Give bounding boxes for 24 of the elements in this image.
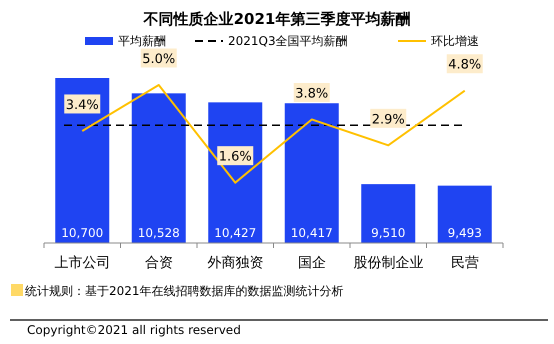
x-tick-label: 上市公司 bbox=[54, 255, 110, 271]
data-label: 1.6% bbox=[218, 150, 252, 165]
data-label: 10,700 bbox=[61, 226, 104, 240]
x-tick-label: 股份制企业 bbox=[353, 255, 424, 271]
x-tick-label: 国企 bbox=[298, 255, 326, 271]
data-label: 10,417 bbox=[290, 226, 333, 240]
data-label: 4.8% bbox=[448, 58, 482, 73]
data-label: 3.4% bbox=[66, 98, 99, 113]
x-tick-label: 合资 bbox=[144, 255, 173, 271]
data-label: 5.0% bbox=[142, 52, 176, 67]
data-label: 2.9% bbox=[372, 112, 405, 128]
data-label: 10,528 bbox=[138, 226, 180, 240]
text: Copyright©2021 all rights reserved bbox=[27, 323, 241, 337]
data-label: 10,427 bbox=[214, 226, 256, 240]
data-label: 3.8% bbox=[295, 86, 328, 102]
legend-label: 环比增速 bbox=[431, 34, 479, 48]
data-label: 9,510 bbox=[371, 226, 406, 240]
data-label: 9,493 bbox=[448, 226, 482, 240]
text: 统计规则：基于2021年在线招聘数据库的数据监测统计分析 bbox=[25, 284, 344, 298]
x-tick-label: 民营 bbox=[450, 255, 479, 271]
legend-label: 2021Q3全国平均薪酬 bbox=[228, 34, 348, 48]
legend-label: 平均薪酬 bbox=[118, 34, 166, 48]
x-tick-label: 外商独资 bbox=[207, 255, 264, 271]
chart-title: 不同性质企业2021年第三季度平均薪酬 bbox=[142, 10, 410, 28]
